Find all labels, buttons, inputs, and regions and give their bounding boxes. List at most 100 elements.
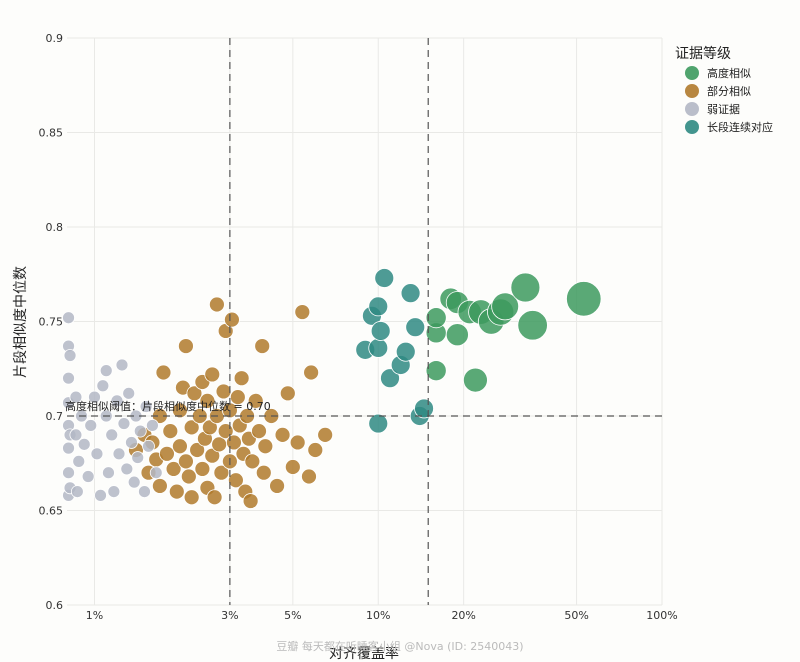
data-point [88, 390, 101, 404]
x-tick-label: 50% [564, 609, 588, 622]
data-point [94, 488, 107, 502]
data-point [414, 398, 434, 419]
data-point [72, 454, 86, 468]
x-tick-label: 10% [366, 609, 390, 622]
data-point [120, 462, 134, 476]
data-point [380, 368, 400, 389]
y-axis-title: 片段相似度中位数 [13, 266, 29, 378]
data-point [368, 296, 389, 317]
data-point [463, 367, 488, 393]
y-tick-label: 0.7 [46, 410, 64, 423]
data-point [425, 360, 447, 382]
data-point [186, 385, 203, 402]
data-point [566, 281, 602, 317]
y-tick-label: 0.75 [39, 316, 64, 329]
y-tick-label: 0.6 [46, 599, 64, 612]
data-point [251, 423, 267, 440]
data-point [374, 268, 395, 288]
data-point [183, 489, 200, 506]
watermark-text: 豆瓣 每天都在听睡客小组 @Nova (ID: 2540043) [276, 639, 523, 653]
data-point [122, 386, 136, 400]
legend-label: 弱证据 [707, 102, 740, 116]
data-point [189, 442, 206, 458]
data-point [206, 489, 223, 506]
x-tick-label: 5% [284, 609, 301, 622]
data-point [142, 439, 155, 453]
data-point [183, 419, 200, 436]
x-tick-label: 3% [221, 609, 238, 622]
data-point [77, 437, 91, 451]
legend-swatch [685, 120, 699, 134]
data-point [178, 453, 194, 470]
legend-swatch [685, 84, 699, 98]
data-point [96, 379, 110, 393]
data-point [370, 321, 391, 341]
data-point [227, 472, 244, 489]
data-point [289, 434, 306, 451]
data-point [491, 292, 520, 321]
data-point [69, 390, 83, 404]
data-point [229, 389, 246, 406]
reference-lines: 高度相似阈值：片段相似度中位数 = 0.70 [65, 38, 662, 605]
data-point [213, 464, 230, 481]
y-tick-label: 0.8 [46, 221, 64, 234]
data-point [395, 341, 416, 362]
data-point [178, 338, 194, 354]
data-point [112, 447, 126, 461]
data-point [204, 366, 221, 383]
data-point [284, 459, 301, 475]
data-point [211, 436, 228, 453]
data-point [162, 423, 179, 440]
data-point [63, 349, 77, 362]
data-point [279, 385, 296, 402]
x-axis-title: 对齐覆盖率 [329, 645, 399, 662]
data-point [70, 485, 84, 499]
data-point [125, 436, 138, 449]
data-point [69, 428, 83, 442]
data-point [303, 364, 320, 381]
data-point [105, 428, 119, 442]
x-tick-label: 1% [86, 609, 103, 622]
data-point [517, 310, 548, 341]
data-point [139, 400, 153, 413]
y-tick-label: 0.9 [46, 32, 64, 45]
data-point [257, 438, 274, 455]
y-tick-label: 0.85 [39, 127, 64, 140]
data-point [208, 296, 225, 313]
data-point [117, 417, 131, 430]
data-point [168, 483, 185, 500]
data-point [445, 323, 469, 347]
y-tick-label: 0.65 [39, 505, 64, 518]
data-point [215, 383, 232, 400]
data-point [294, 304, 311, 320]
data-point [368, 413, 389, 434]
data-point [425, 307, 447, 329]
data-point [247, 392, 264, 409]
data-point [172, 438, 188, 455]
data-point [194, 461, 211, 477]
data-point [102, 466, 115, 480]
data-point [62, 311, 75, 325]
legend-label: 长段连续对应 [707, 120, 773, 134]
data-point [133, 424, 147, 438]
data-point [99, 364, 113, 378]
data-point [368, 338, 389, 358]
data-points [62, 268, 602, 509]
legend-swatch [685, 102, 699, 116]
data-point [307, 442, 324, 458]
threshold-annotation: 高度相似阈值：片段相似度中位数 = 0.70 [65, 399, 271, 413]
data-point [317, 426, 334, 443]
data-point [405, 317, 426, 338]
data-point [274, 426, 291, 443]
data-point [199, 392, 216, 409]
data-point [244, 453, 261, 470]
data-point [110, 394, 124, 408]
data-point [62, 441, 75, 455]
data-point [159, 445, 175, 462]
data-point [138, 485, 151, 499]
legend-swatch [685, 66, 699, 80]
data-point [84, 419, 98, 432]
